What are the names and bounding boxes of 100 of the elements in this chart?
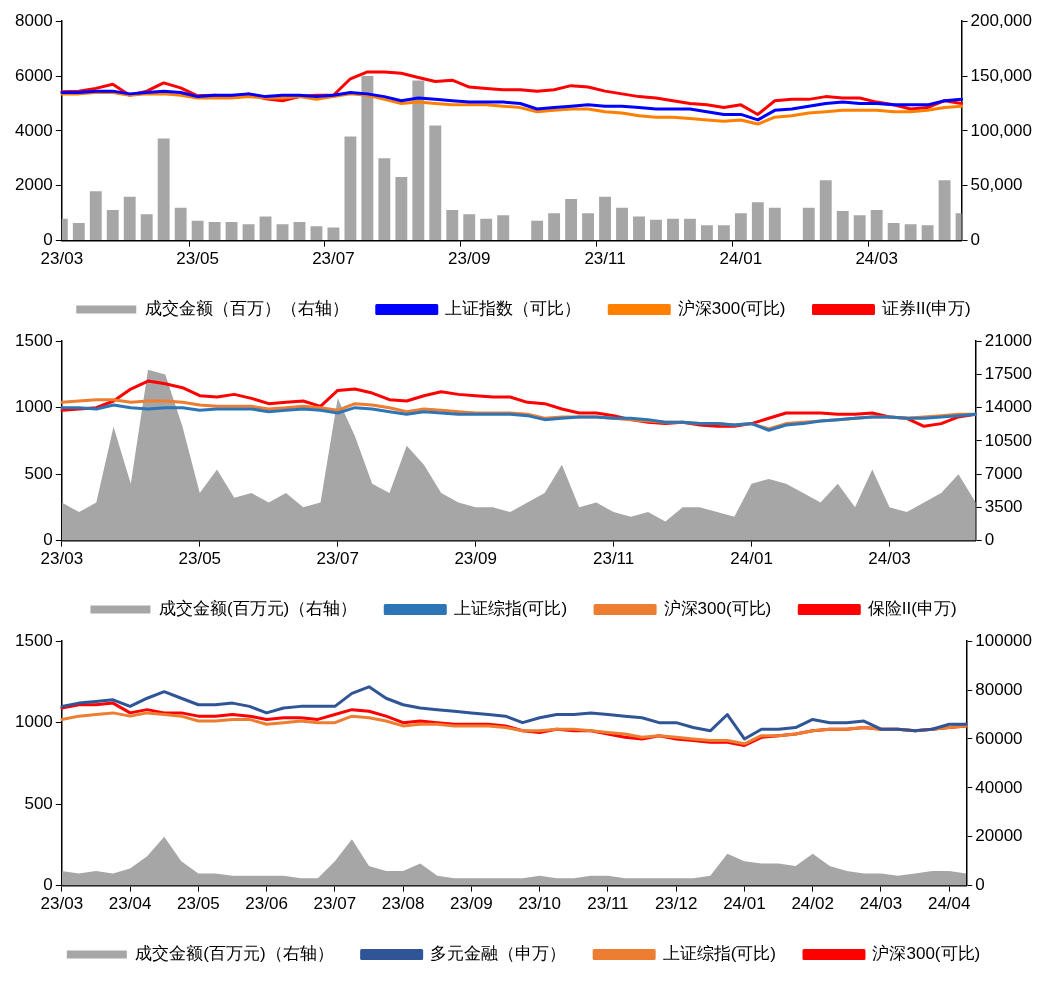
- y2-tick-label: 40000: [975, 777, 1023, 797]
- x-tick-label: 24/02: [791, 894, 834, 914]
- bar: [361, 76, 374, 241]
- x-tick-label: 23/12: [654, 894, 698, 914]
- bar: [548, 213, 561, 241]
- legend-label: 沪深300(可比): [872, 944, 981, 964]
- x-tick-label: 23/09: [454, 549, 497, 569]
- bar: [887, 223, 900, 241]
- y-tick-label: 4000: [14, 120, 53, 140]
- y2-tick-label: 200,000: [970, 10, 1032, 30]
- y2-tick-label: 21000: [984, 330, 1033, 350]
- x-tick-label: 23/10: [518, 894, 561, 914]
- y2-tick-label: 80000: [975, 679, 1023, 699]
- x-tick-label: 23/11: [587, 894, 629, 914]
- bar: [700, 225, 713, 241]
- x-tick-label: 23/07: [312, 249, 355, 269]
- x-tick-label: 23/03: [40, 894, 84, 914]
- bar: [819, 180, 832, 241]
- bar: [853, 215, 866, 241]
- bar: [242, 224, 255, 241]
- x-tick-label: 23/09: [450, 894, 493, 914]
- y-tick-label: 0: [43, 230, 53, 250]
- bar: [140, 214, 153, 241]
- bar: [751, 202, 764, 241]
- bar: [565, 198, 578, 241]
- legend-label: 上证综指(可比): [662, 944, 776, 964]
- bar: [870, 209, 883, 241]
- bar: [344, 136, 357, 241]
- bar: [327, 227, 340, 241]
- bar: [72, 223, 85, 241]
- bar: [208, 221, 221, 241]
- y-tick-label: 0: [43, 875, 53, 895]
- bar: [904, 224, 917, 241]
- bar: [293, 221, 306, 241]
- x-tick-label: 23/04: [108, 894, 152, 914]
- x-tick-label: 23/09: [447, 249, 491, 269]
- legend-label: 成交金额(百万元)（右轴）: [135, 944, 334, 964]
- x-tick-label: 23/03: [40, 249, 84, 269]
- y2-tick-label: 60000: [975, 728, 1023, 748]
- legend-label: 多元金融（申万）: [430, 944, 567, 964]
- bar: [463, 214, 476, 241]
- bar: [582, 213, 595, 241]
- bar: [938, 180, 951, 241]
- bar: [802, 207, 815, 241]
- bar: [480, 218, 493, 241]
- bar: [412, 80, 425, 241]
- bar: [667, 218, 679, 241]
- y2-tick-label: 0: [970, 230, 981, 250]
- x-tick-label: 24/03: [868, 549, 911, 569]
- bar: [717, 225, 730, 241]
- bar: [157, 138, 170, 241]
- bar: [123, 196, 136, 241]
- bar: [683, 218, 696, 241]
- legend-label: 保险II(申万): [867, 599, 957, 619]
- y-tick-label: 1500: [14, 330, 53, 350]
- bar: [650, 219, 662, 241]
- x-tick-label: 23/07: [316, 549, 359, 569]
- bar: [276, 224, 289, 241]
- bar: [174, 207, 187, 241]
- bar: [378, 158, 391, 241]
- y-tick-label: 500: [24, 793, 53, 813]
- legend-label: 成交金额（百万）（右轴）: [144, 299, 349, 319]
- bar: [106, 209, 119, 241]
- y-tick-label: 2000: [14, 175, 53, 195]
- y-tick-label: 1000: [14, 397, 53, 417]
- legend-label: 证券II(申万): [881, 299, 971, 319]
- x-tick-label: 24/01: [730, 549, 773, 569]
- y-tick-label: 0: [43, 530, 53, 550]
- x-tick-label: 23/11: [592, 549, 635, 569]
- x-tick-label: 24/01: [723, 894, 766, 914]
- y-tick-label: 1500: [14, 630, 53, 650]
- x-tick-label: 23/07: [313, 894, 357, 914]
- legend-label: 成交金额(百万元)（右轴）: [158, 599, 358, 619]
- y2-tick-label: 100,000: [970, 120, 1032, 140]
- bar: [429, 125, 442, 241]
- bar: [921, 225, 934, 241]
- bar: [191, 220, 204, 241]
- y-tick-label: 6000: [14, 65, 53, 85]
- bar: [531, 220, 544, 241]
- y2-tick-label: 50,000: [970, 175, 1023, 195]
- legend-label: 沪深300(可比): [677, 299, 786, 319]
- x-tick-label: 23/06: [245, 894, 288, 914]
- legend-label: 沪深300(可比): [663, 599, 772, 619]
- bar: [89, 191, 102, 241]
- bar: [633, 216, 645, 241]
- bar: [446, 209, 459, 241]
- y2-tick-label: 3500: [984, 497, 1023, 517]
- y2-tick-label: 0: [975, 875, 985, 895]
- y2-tick-label: 100000: [975, 630, 1033, 650]
- bar: [497, 215, 510, 241]
- x-tick-label: 24/01: [719, 249, 763, 269]
- y2-tick-label: 7000: [984, 463, 1023, 483]
- x-tick-label: 23/05: [176, 249, 219, 269]
- bar: [836, 210, 849, 241]
- y2-tick-label: 17500: [984, 364, 1033, 384]
- y2-tick-label: 150,000: [970, 65, 1032, 85]
- x-tick-label: 23/11: [584, 249, 626, 269]
- bar: [310, 226, 323, 241]
- x-tick-label: 23/03: [40, 549, 84, 569]
- bar: [259, 216, 272, 241]
